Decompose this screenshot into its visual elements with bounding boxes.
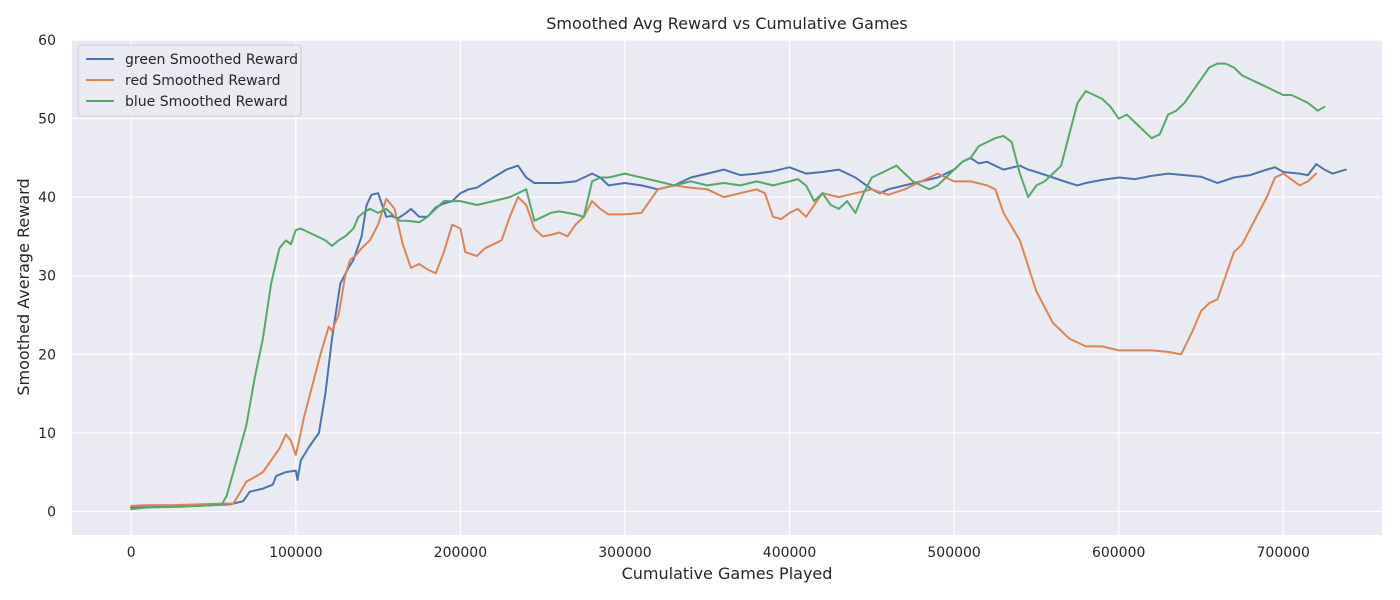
x-tick-label: 300000 [598,545,651,561]
y-axis-ticks: 0 10 20 30 40 50 60 [38,33,56,520]
legend-label-blue: blue Smoothed Reward [125,94,288,110]
y-tick-label: 40 [38,190,56,206]
x-axis-ticks: 0 100000 200000 300000 400000 500000 600000 700… [127,545,1310,561]
y-tick-label: 50 [38,112,56,128]
series-layer [130,62,1347,511]
y-tick-label: 10 [38,426,56,442]
legend: green Smoothed Reward red Smoothed Rewar… [77,44,302,117]
x-axis-label: Cumulative Games Played [622,564,833,583]
y-tick-label: 0 [47,504,56,520]
x-tick-label: 200000 [434,545,487,561]
legend-label-red: red Smoothed Reward [125,73,281,89]
y-axis-label: Smoothed Average Reward [14,178,33,395]
x-tick-label: 700000 [1257,545,1310,561]
legend-label-green: green Smoothed Reward [125,52,298,68]
x-tick-label: 100000 [269,545,322,561]
legend-box [77,44,302,117]
y-tick-label: 30 [38,269,56,285]
series-line-red [130,172,1318,507]
series-line-blue [130,62,1326,511]
x-tick-label: 0 [127,545,136,561]
y-tick-label: 60 [38,33,56,49]
x-tick-label: 500000 [927,545,980,561]
gridlines [72,39,1382,535]
plot-area [72,40,1382,535]
x-tick-label: 400000 [763,545,816,561]
y-tick-label: 20 [38,347,56,363]
chart-title: Smoothed Avg Reward vs Cumulative Games [546,14,907,33]
x-tick-label: 600000 [1092,545,1145,561]
